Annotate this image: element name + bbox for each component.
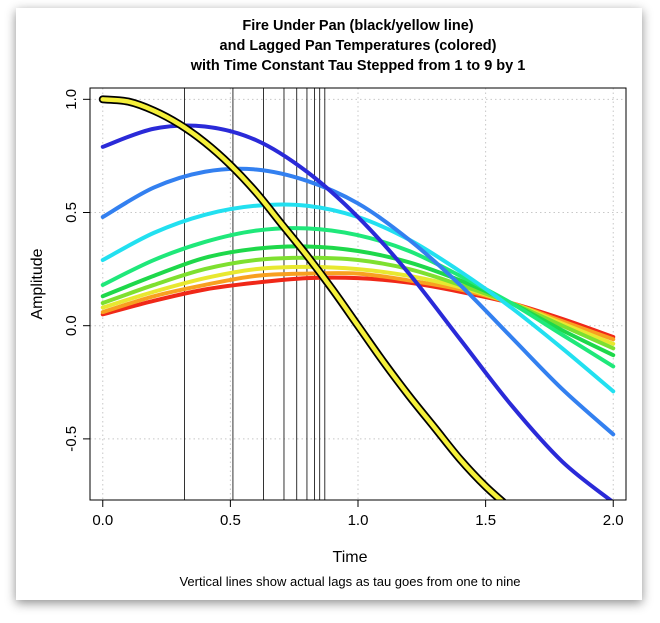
chart: Fire Under Pan (black/yellow line) and La… [29,18,627,589]
x-axis-label: Time [333,549,368,566]
plot-area [98,95,616,500]
x-tick-label: 0.5 [220,512,241,529]
y-tick-label: 0.5 [63,202,80,223]
x-tick-label: 1.5 [475,512,496,529]
caption: Vertical lines show actual lags as tau g… [179,574,520,589]
lagged-series-line [100,123,614,500]
x-axis: 0.0 0.5 1.0 1.5 2.0 [92,500,624,529]
y-tick-label: 1.0 [63,89,80,110]
lagged-series-line [100,166,616,437]
x-tick-label: 0.0 [92,512,113,529]
x-tick-label: 2.0 [603,512,624,529]
y-tick-label: 0.0 [63,315,80,336]
fire-line [100,97,505,500]
chart-title-line: and Lagged Pan Temperatures (colored) [220,38,497,54]
chart-title: Fire Under Pan (black/yellow line) and La… [190,18,526,74]
chart-title-line: Fire Under Pan (black/yellow line) [242,18,473,34]
lagged-series-line [100,255,616,351]
lagged-series-line [100,226,616,369]
figure-card: Fire Under Pan (black/yellow line) and La… [16,8,642,600]
x-tick-label: 1.0 [348,512,369,529]
lag-lines [184,88,326,500]
y-tick-label: -0.5 [63,426,80,452]
y-axis-label: Amplitude [29,248,46,319]
y-axis: -0.5 0.0 0.5 1.0 [63,89,90,452]
chart-title-line: with Time Constant Tau Stepped from 1 to… [190,58,526,74]
